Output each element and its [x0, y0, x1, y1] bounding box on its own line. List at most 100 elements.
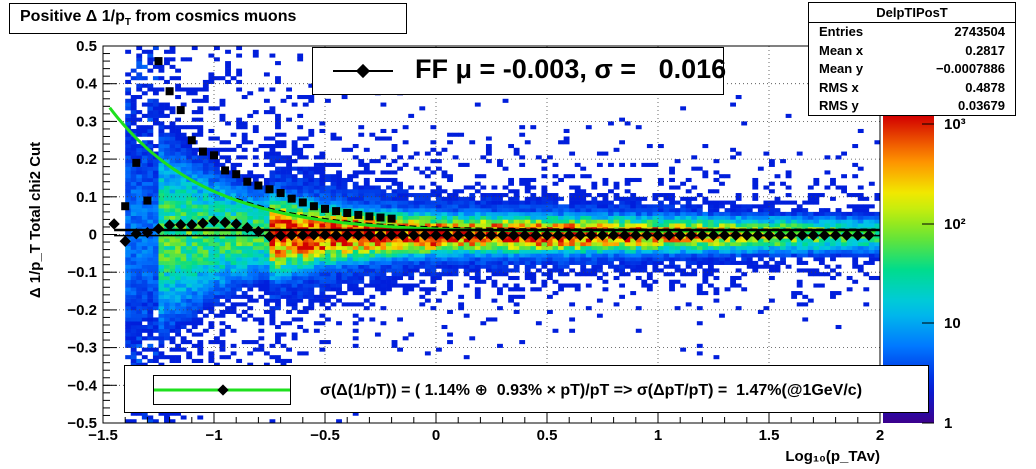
mean-point [441, 229, 453, 241]
mean-point [741, 229, 753, 241]
x-tick-label: 2 [876, 427, 884, 444]
mean-point [585, 229, 598, 241]
sigma-point [176, 106, 185, 115]
sigma-point [265, 185, 274, 194]
mean-point [452, 229, 464, 241]
mean-point [674, 229, 686, 241]
stats-row: Mean x 0.2817 [809, 42, 1015, 61]
stats-label: Mean y [819, 61, 864, 76]
sigma-point [121, 202, 130, 211]
resolution-legend: σ(Δ(1/pT)) = ( 1.14% ⊕ 0.93% × pT)/pT =>… [124, 365, 929, 413]
z-tick-label: 10³ [944, 116, 966, 133]
sigma-point [287, 194, 296, 203]
plot-title: Positive Δ 1/pT from cosmics muons [9, 3, 407, 34]
mean-point [574, 229, 586, 241]
mean-point [197, 217, 209, 229]
mean-point [774, 229, 786, 241]
y-tick-label: −0.1 [67, 264, 97, 281]
mean-point [141, 226, 154, 239]
mean-point [374, 229, 387, 241]
mean-point [852, 229, 864, 241]
sigma-point [332, 207, 341, 216]
mean-point [252, 225, 265, 238]
mean-point [796, 229, 808, 241]
y-tick-label: 0.2 [76, 151, 97, 168]
stats-value: 0.4878 [965, 79, 1005, 95]
mean-point [419, 229, 431, 241]
mean-point [785, 229, 797, 241]
sigma-point [354, 210, 363, 219]
mean-point [508, 229, 520, 241]
mean-point [341, 229, 353, 241]
sigma-point [254, 181, 263, 190]
mean-point [607, 229, 620, 241]
mean-point [730, 229, 742, 241]
mean-point [352, 229, 364, 241]
mean-point [663, 229, 675, 241]
x-tick-label: −0.5 [310, 427, 340, 444]
mean-point [463, 229, 475, 241]
stats-box: DelpTIPosT Entries 2743504 Mean x 0.2817 M… [808, 2, 1016, 116]
mean-point [619, 229, 631, 241]
stats-label: Entries [819, 24, 864, 39]
sigma-point [243, 177, 252, 186]
mean-point [430, 229, 442, 241]
sigma-point [132, 158, 141, 167]
sigma-point [198, 147, 207, 156]
mean-point [330, 229, 342, 241]
data-points [108, 57, 875, 247]
fit-legend: FF μ = -0.003, σ = 0.016 [312, 47, 726, 95]
y-tick-label: 0.4 [76, 76, 98, 93]
y-tick-label: 0.3 [76, 113, 97, 130]
mean-point [219, 216, 231, 229]
mean-point [752, 229, 764, 241]
sigma-point [365, 212, 374, 221]
mean-point [385, 229, 398, 241]
stats-value: 0.2817 [965, 42, 1005, 58]
sigma-point [232, 170, 241, 179]
y-tick-label: −0.4 [67, 377, 97, 394]
mean-point [530, 229, 542, 241]
legend-marker-green [153, 375, 291, 405]
mean-point [863, 229, 875, 241]
sigma-point [143, 196, 152, 205]
x-tick-label: 0.5 [537, 427, 558, 444]
mean-point [263, 230, 276, 243]
x-tick-label: 1.5 [759, 427, 780, 444]
sigma-point [298, 198, 307, 207]
mean-point [818, 229, 831, 241]
mean-point [175, 219, 187, 231]
mean-point [186, 219, 198, 231]
sigma-point [165, 87, 174, 96]
stats-label: Mean x [819, 42, 864, 58]
mean-point [696, 229, 709, 241]
y-tick-label: 0.1 [76, 189, 97, 206]
sigma-point [376, 213, 385, 222]
resolution-legend-text: σ(Δ(1/pT)) = ( 1.14% ⊕ 0.93% × pT)/pT =>… [320, 382, 863, 399]
mean-point [152, 223, 165, 235]
mean-point [485, 229, 498, 241]
mean-point [408, 229, 420, 241]
mean-point [363, 229, 376, 241]
stats-label: RMS x [819, 79, 859, 95]
mean-point [652, 229, 664, 241]
mean-point [641, 229, 653, 241]
title-subscript: T [124, 17, 131, 28]
axes: −1.5 −1 −0.5 0 0.5 1 1.5 2 0.5 0.4 0.3 0.2 0.1 0 −0.1 −… [67, 38, 884, 444]
mean-point [286, 229, 298, 241]
mean-point [230, 218, 242, 230]
mean-point [297, 229, 309, 241]
sigma-point [343, 209, 352, 218]
mean-point [274, 229, 287, 242]
mean-point [552, 229, 564, 241]
title-suffix: from cosmics muons [130, 8, 297, 25]
sigma-point [321, 204, 329, 213]
sigma-point [276, 189, 285, 198]
x-tick-label: −1 [205, 427, 222, 444]
mean-point [829, 229, 842, 241]
y-tick-label: −0.2 [67, 302, 97, 319]
mean-point [707, 229, 720, 241]
sigma-point [154, 57, 163, 66]
mean-point [130, 228, 142, 240]
